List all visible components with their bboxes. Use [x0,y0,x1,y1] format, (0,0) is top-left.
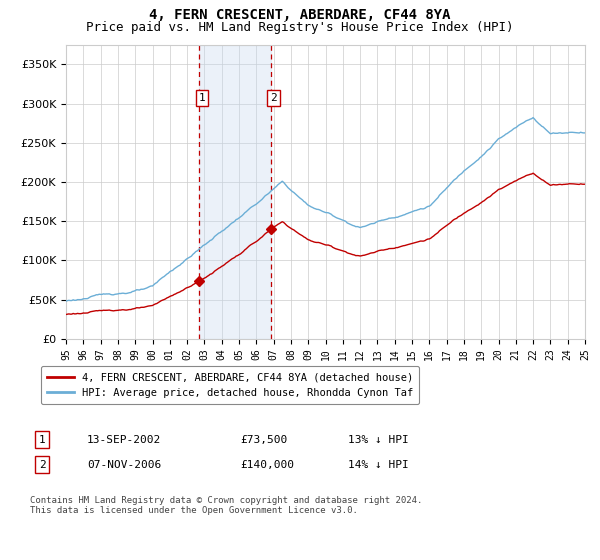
Text: £73,500: £73,500 [240,435,287,445]
Text: 4, FERN CRESCENT, ABERDARE, CF44 8YA: 4, FERN CRESCENT, ABERDARE, CF44 8YA [149,8,451,22]
Text: 13-SEP-2002: 13-SEP-2002 [87,435,161,445]
Text: 14% ↓ HPI: 14% ↓ HPI [348,460,409,470]
Text: 2: 2 [270,93,277,103]
Text: £140,000: £140,000 [240,460,294,470]
Text: 07-NOV-2006: 07-NOV-2006 [87,460,161,470]
Text: Price paid vs. HM Land Registry's House Price Index (HPI): Price paid vs. HM Land Registry's House … [86,21,514,34]
Bar [199,45,271,339]
Text: Contains HM Land Registry data © Crown copyright and database right 2024.
This d: Contains HM Land Registry data © Crown c… [30,496,422,515]
Text: 1: 1 [199,93,205,103]
Text: 1: 1 [38,435,46,445]
Text: 13% ↓ HPI: 13% ↓ HPI [348,435,409,445]
Text: 2: 2 [38,460,46,470]
Legend: 4, FERN CRESCENT, ABERDARE, CF44 8YA (detached house), HPI: Average price, detac: 4, FERN CRESCENT, ABERDARE, CF44 8YA (de… [41,366,419,404]
